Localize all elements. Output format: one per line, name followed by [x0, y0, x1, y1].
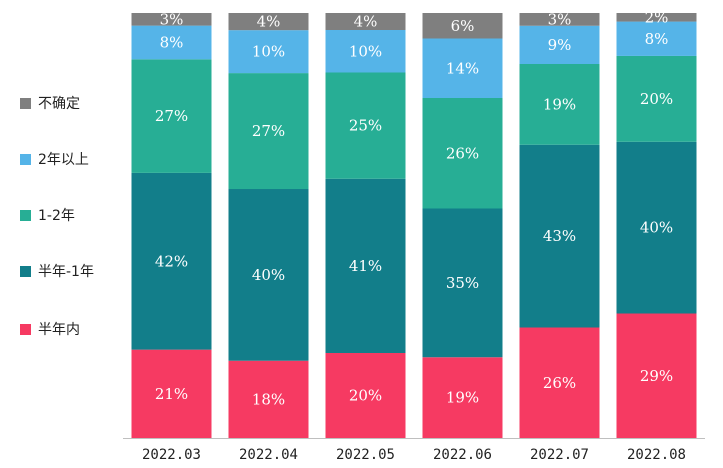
bar-segment — [616, 21, 697, 56]
data-label: 14% — [446, 59, 479, 77]
data-label: 35% — [446, 274, 479, 292]
bar-segment — [422, 208, 503, 358]
bars-group: 21% 42% 27% 8% 3% 18% 40% 27% 10% 4% 20% 41% 25% 10% 4… — [131, 8, 697, 438]
bar-segment — [616, 141, 697, 314]
bar-segment — [616, 55, 697, 142]
bar-segment — [131, 172, 212, 350]
bar-segment — [519, 25, 600, 64]
legend-label: 1-2年 — [38, 208, 75, 224]
data-label: 40% — [252, 266, 285, 284]
legend-label: 不确定 — [38, 96, 80, 112]
data-label: 3% — [160, 10, 184, 28]
bar-segment — [616, 13, 697, 22]
bar-segment — [131, 25, 212, 60]
data-label: 8% — [160, 33, 184, 51]
bar-segment — [131, 13, 212, 26]
x-tick-labels: 2022.03 2022.04 2022.05 2022.06 2022.07 2022.… — [142, 447, 686, 463]
legend-swatch — [20, 324, 31, 335]
bar-segment — [325, 353, 406, 438]
data-label: 26% — [446, 144, 479, 162]
data-label: 4% — [257, 13, 281, 31]
data-label: 6% — [451, 17, 475, 35]
data-label: 19% — [446, 389, 479, 407]
bar-segment — [325, 72, 406, 179]
bar-segment — [325, 30, 406, 73]
data-label: 43% — [543, 227, 576, 245]
bar-segment — [616, 313, 697, 438]
bar-segment — [325, 178, 406, 353]
bar-segment — [228, 189, 309, 361]
data-label: 26% — [543, 374, 576, 392]
legend-swatch — [20, 210, 31, 221]
x-tick-label: 2022.07 — [530, 447, 589, 463]
data-label: 41% — [349, 257, 382, 275]
data-label: 27% — [252, 122, 285, 140]
bar-segment — [131, 59, 212, 173]
bar-segment — [422, 357, 503, 438]
data-label: 40% — [640, 219, 673, 237]
bar-segment — [422, 38, 503, 98]
bar-segment — [422, 98, 503, 209]
data-label: 3% — [548, 10, 572, 28]
data-label: 10% — [252, 43, 285, 61]
bar-segment — [422, 13, 503, 39]
bar-segment — [228, 30, 309, 74]
data-label: 20% — [640, 90, 673, 108]
x-tick-label: 2022.06 — [433, 447, 492, 463]
x-tick-label: 2022.05 — [336, 447, 395, 463]
bar-segment — [228, 73, 309, 190]
data-label: 9% — [548, 36, 572, 54]
data-label: 10% — [349, 42, 382, 60]
bar-segment — [228, 360, 309, 438]
bar-segment — [519, 13, 600, 26]
data-label: 20% — [349, 387, 382, 405]
data-label: 27% — [155, 107, 188, 125]
bar-segment — [519, 144, 600, 328]
data-label: 29% — [640, 367, 673, 385]
x-tick-label: 2022.04 — [239, 447, 298, 463]
bar-segment — [228, 13, 309, 31]
bar-segment — [131, 349, 212, 438]
data-label: 25% — [349, 117, 382, 135]
bar-segment — [519, 64, 600, 145]
legend-label: 半年-1年 — [38, 264, 94, 280]
bar-segment — [325, 13, 406, 30]
data-label: 21% — [155, 385, 188, 403]
x-tick-label: 2022.08 — [627, 447, 686, 463]
data-label: 8% — [645, 30, 669, 48]
legend-swatch — [20, 98, 31, 109]
data-label: 2% — [645, 8, 669, 26]
legend-swatch — [20, 266, 31, 277]
data-label: 4% — [354, 13, 378, 31]
legend-swatch — [20, 154, 31, 165]
data-label: 19% — [543, 95, 576, 113]
data-label: 18% — [252, 390, 285, 408]
legend-label: 半年内 — [38, 322, 80, 338]
legend-label: 2年以上 — [38, 152, 89, 168]
x-tick-label: 2022.03 — [142, 447, 201, 463]
data-label: 42% — [155, 252, 188, 270]
bar-segment — [519, 327, 600, 438]
